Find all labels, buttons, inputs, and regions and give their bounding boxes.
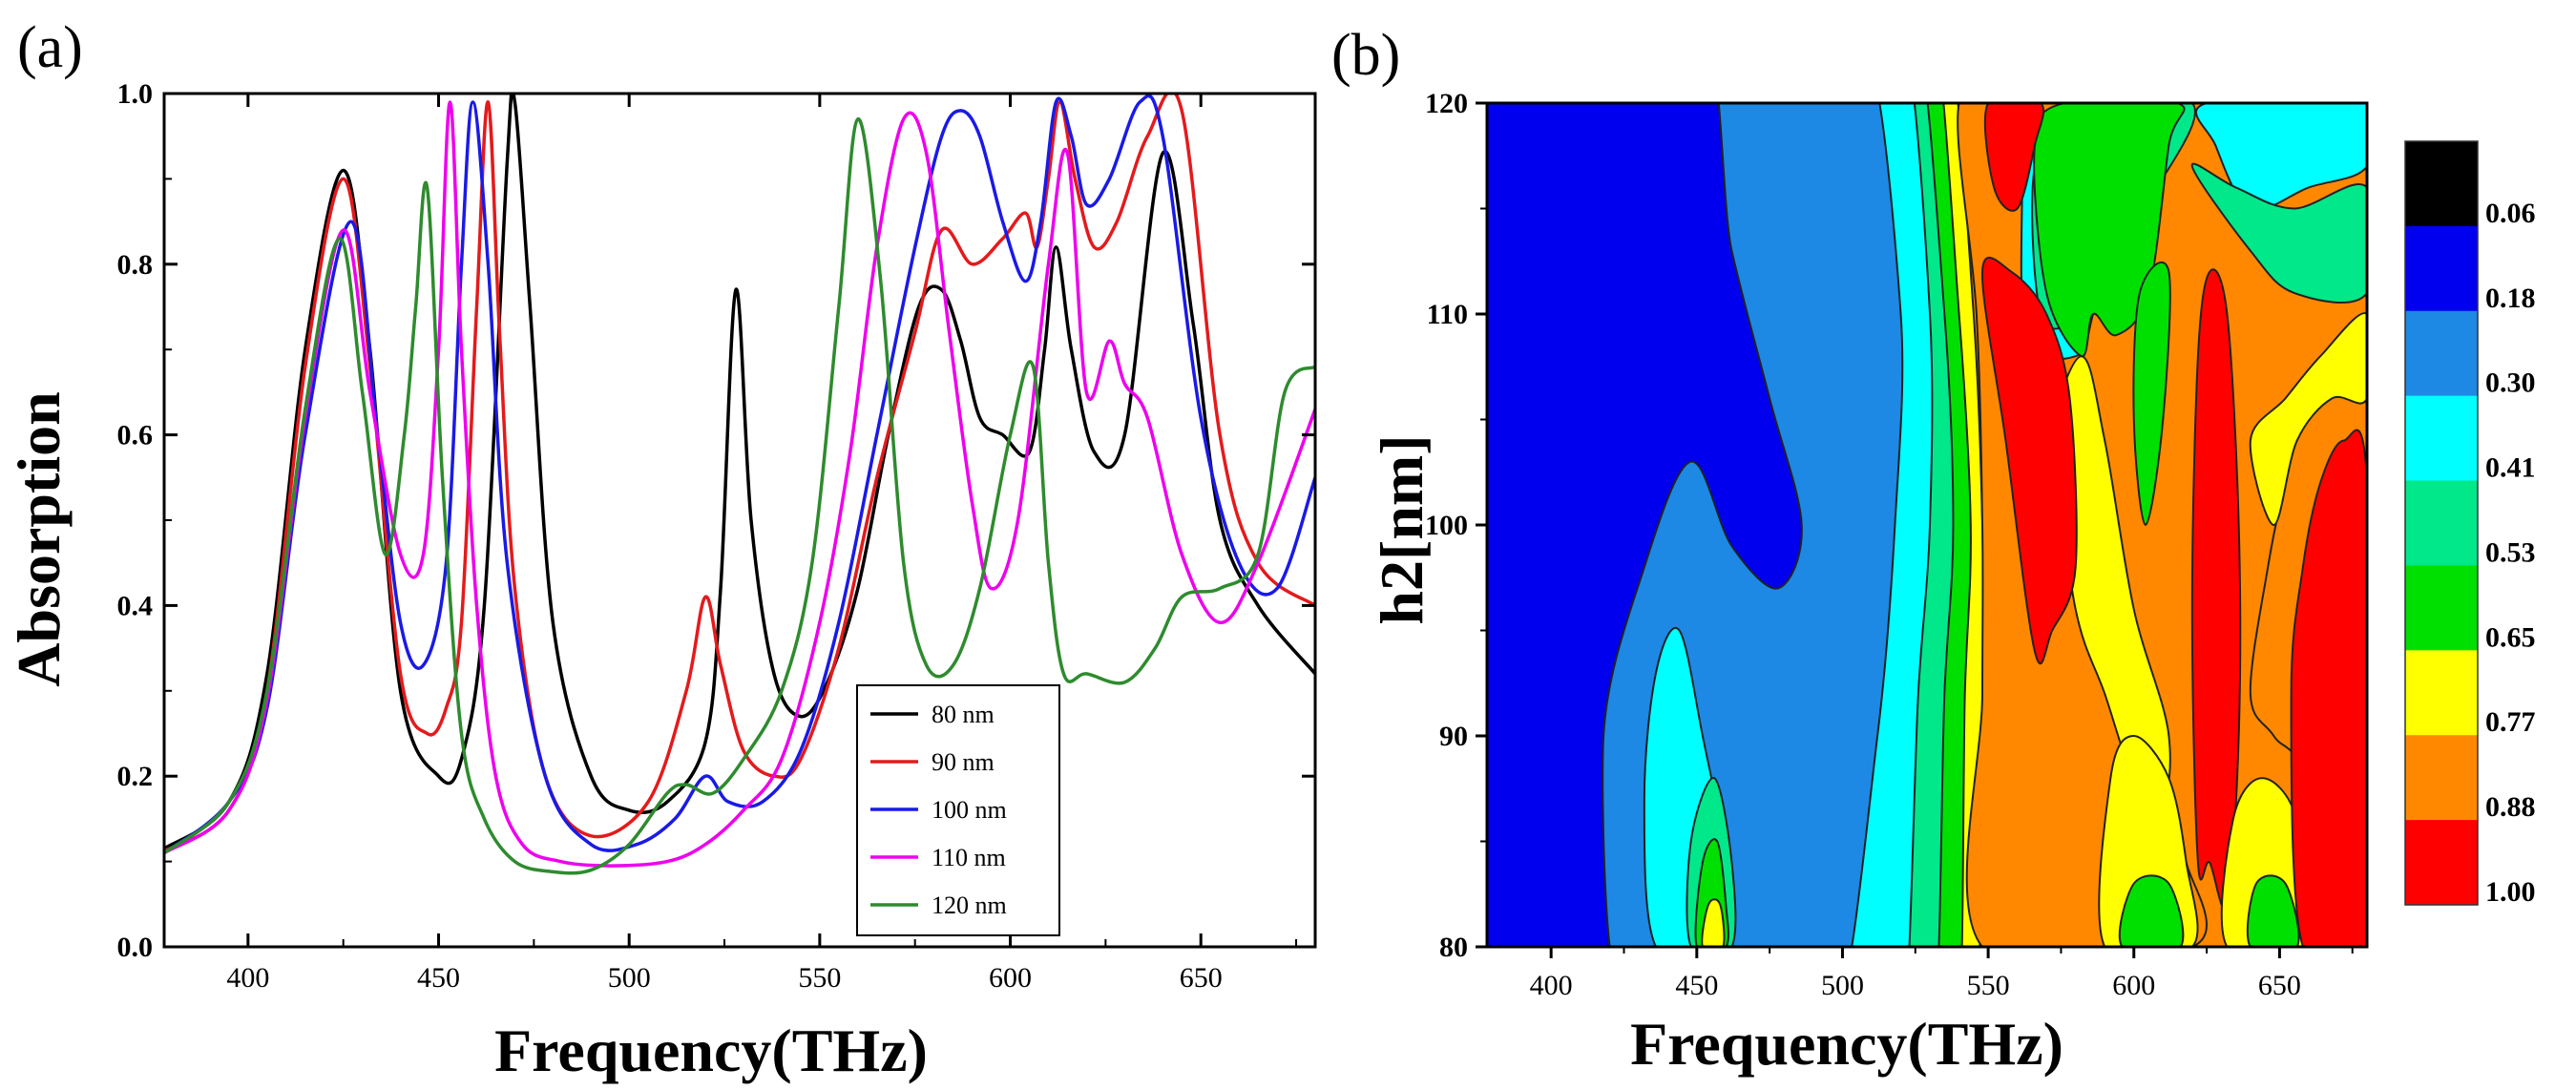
legend-entry: 110 nm [932, 844, 1006, 871]
contour-region [1981, 257, 2078, 665]
colorbar-swatch [2405, 650, 2478, 736]
colorbar-label: 1.00 [2485, 876, 2536, 908]
contour-region [2195, 103, 2367, 211]
panel-a-axes: 400 450 500 550 600 650 0.0 0.2 0.4 0.6 0.8 1.0 [117, 78, 1317, 994]
y-tick-label: 110 [1427, 299, 1468, 330]
panel-b-x-axis-title: Frequency(THz) [1630, 1010, 2063, 1078]
x-tick-label: 650 [1180, 962, 1223, 994]
colorbar-swatch [2405, 225, 2478, 312]
contour-region [2246, 874, 2300, 947]
colorbar-swatch [2405, 565, 2478, 651]
legend-entry: 80 nm [932, 701, 995, 728]
x-tick-label: 500 [608, 962, 651, 994]
y-tick-label: 0.2 [117, 761, 154, 792]
colorbar-frame [2404, 140, 2479, 906]
series-line-120-nm [164, 117, 1315, 875]
x-tick-label: 550 [1967, 970, 2010, 1001]
series-line-100-nm [164, 94, 1315, 855]
colorbar-label: 0.88 [2485, 791, 2536, 823]
x-tick-label: 550 [798, 962, 841, 994]
colorbar-label: 0.65 [2485, 621, 2536, 653]
colorbar-label: 0.18 [2485, 283, 2536, 314]
x-tick-label: 450 [417, 962, 460, 994]
panel-a-frame [162, 92, 1317, 949]
colorbar-swatch [2405, 141, 2478, 227]
y-tick-label: 80 [1439, 932, 1468, 963]
colorbar-label: 0.30 [2485, 367, 2536, 399]
contour-region [1983, 103, 2045, 212]
legend-entry: 90 nm [932, 748, 995, 776]
y-tick-label: 0.0 [117, 932, 154, 963]
series-line-110-nm [164, 100, 1315, 868]
contour-region [2290, 429, 2367, 947]
legend-entry: 100 nm [932, 796, 1007, 824]
series-line-80-nm [164, 94, 1315, 850]
y-tick-label: 0.4 [117, 590, 154, 621]
x-tick-label: 650 [2258, 970, 2301, 1001]
x-tick-label: 600 [989, 962, 1032, 994]
y-tick-label: 0.8 [117, 249, 154, 281]
contour-region [2249, 312, 2367, 527]
y-tick-label: 0.6 [117, 420, 154, 451]
panel-a-line-chart: (a) 400 450 500 550 600 650 0.0 0.2 0.4 0.6 0.8 1.0… [5, 15, 1317, 1084]
y-tick-label: 100 [1425, 510, 1468, 541]
contour-region [2132, 261, 2171, 527]
x-tick-label: 400 [226, 962, 269, 994]
panel-a-label: (a) [17, 15, 83, 80]
x-tick-label: 450 [1675, 970, 1718, 1001]
y-tick-label: 120 [1425, 88, 1468, 119]
contour-region [1701, 898, 1726, 947]
colorbar-swatch [2405, 480, 2478, 566]
x-tick-label: 600 [2112, 970, 2155, 1001]
x-tick-label: 500 [1821, 970, 1864, 1001]
colorbar-swatch [2405, 735, 2478, 821]
colorbar-label: 0.41 [2485, 452, 2536, 484]
legend-entry: 120 nm [932, 891, 1007, 919]
colorbar-swatch [2405, 395, 2478, 482]
colorbar-swatch [2405, 820, 2478, 906]
colorbar-label: 0.77 [2485, 706, 2536, 738]
panel-a-x-axis-title: Frequency(THz) [494, 1017, 928, 1084]
y-tick-label: 1.0 [117, 78, 154, 110]
contour-region [2190, 162, 2367, 304]
panel-a-y-axis-title: Absorption [5, 391, 73, 686]
y-tick-label: 90 [1439, 721, 1468, 752]
colorbar-label: 0.06 [2485, 198, 2536, 229]
series-line-90-nm [164, 94, 1315, 853]
contour-region [2118, 874, 2185, 947]
x-tick-label: 400 [1530, 970, 1573, 1001]
panel-b-label: (b) [1331, 23, 1400, 88]
colorbar-label: 0.53 [2485, 536, 2536, 568]
panel-b-contour-map: (b) 400 450 500 550 600 650 80 90 100 110 120 h2[n… [1331, 23, 2536, 1078]
panel-a-legend: 80 nm 90 nm 100 nm 110 nm 120 nm [856, 684, 1060, 936]
panel-b-axes: 400 450 500 550 600 650 80 90 100 110 120 [1425, 88, 2369, 1001]
panel-b-colorbar: 0.06 0.18 0.30 0.41 0.53 0.65 0.77 0.88 1.00 [2404, 140, 2536, 908]
panel-b-y-axis-title: h2[nm] [1368, 434, 1435, 624]
colorbar-swatch [2405, 310, 2478, 397]
panel-a-plot-area [164, 94, 1315, 875]
panel-b-plot-area [1487, 103, 2367, 947]
